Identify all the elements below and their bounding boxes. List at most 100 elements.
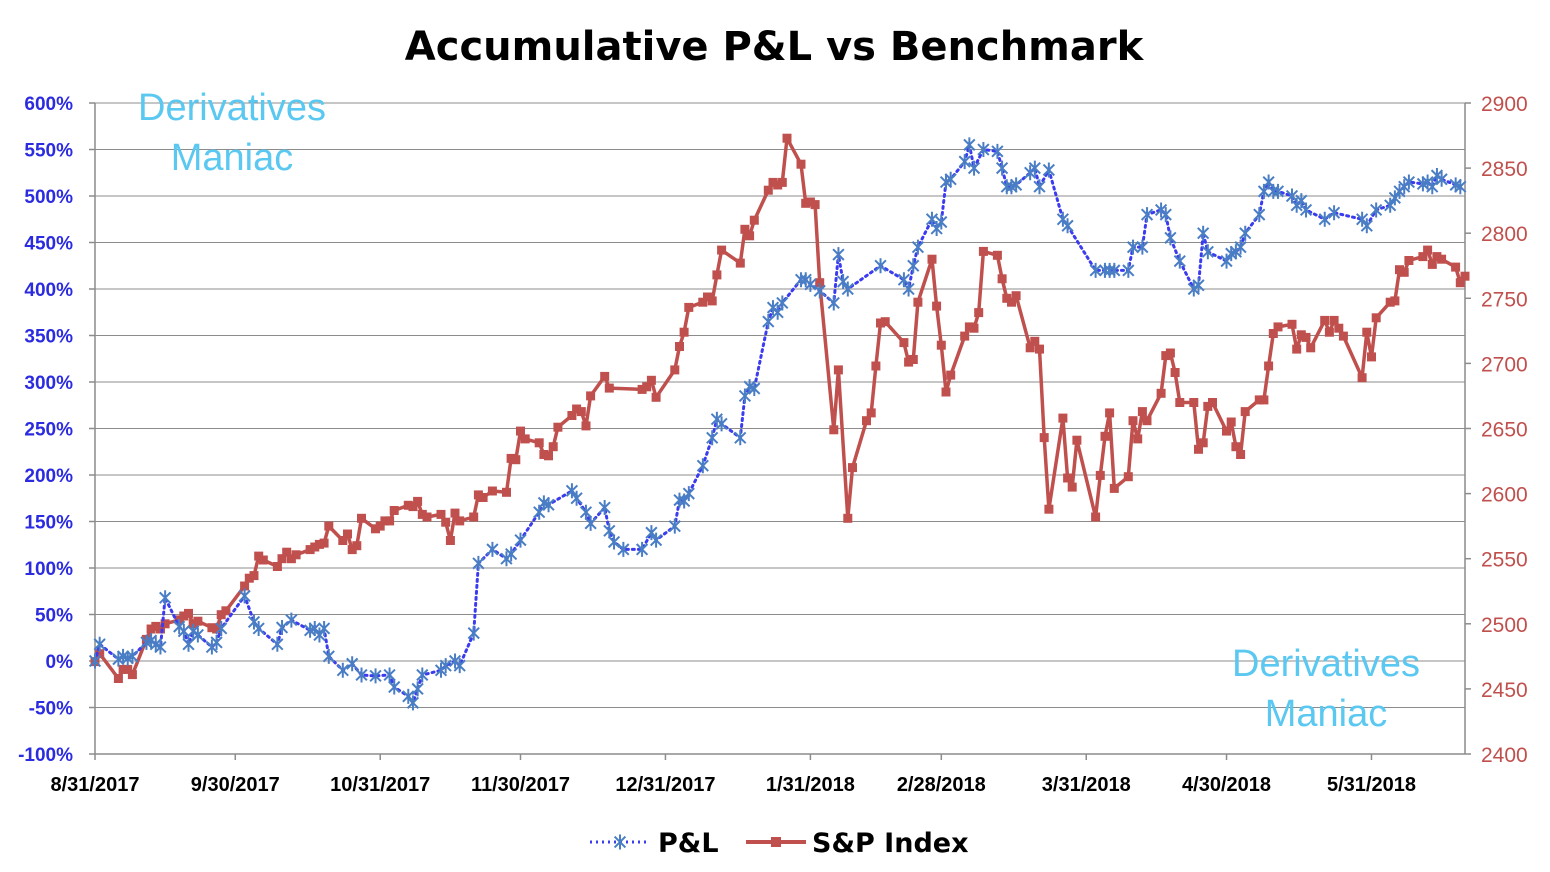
data-point-sp-index xyxy=(796,159,806,169)
data-point-sp-index xyxy=(207,623,217,633)
right-axis-tick-label: 2550 xyxy=(1481,549,1528,572)
data-point-sp-index xyxy=(478,493,488,502)
data-point-sp-index xyxy=(1273,322,1283,332)
data-point-pnl xyxy=(649,532,663,548)
data-point-sp-index xyxy=(291,550,301,560)
data-point-sp-index xyxy=(487,486,497,496)
data-point-pnl xyxy=(1318,211,1331,227)
data-point-sp-index xyxy=(1128,416,1138,426)
data-point-sp-index xyxy=(118,664,128,674)
right-axis-tick-label: 2650 xyxy=(1481,419,1528,442)
data-point-sp-index xyxy=(1259,395,1269,405)
data-point-pnl xyxy=(907,258,920,274)
data-point-sp-index xyxy=(703,292,712,302)
data-point-pnl xyxy=(247,614,261,630)
data-point-pnl xyxy=(762,314,775,330)
data-point-sp-index xyxy=(805,197,815,207)
data-point-pnl xyxy=(1402,174,1415,190)
data-point-sp-index xyxy=(1133,434,1143,444)
watermark-text-line: Derivatives xyxy=(138,87,326,129)
data-point-sp-index xyxy=(1058,413,1068,423)
right-axis-tick-label: 2750 xyxy=(1481,288,1528,311)
data-point-pnl xyxy=(1220,253,1233,269)
data-point-sp-index xyxy=(286,554,296,564)
x-axis-tick-label: 3/31/2018 xyxy=(1042,774,1131,796)
data-point-sp-index xyxy=(1423,245,1433,255)
left-axis-tick-label: 600% xyxy=(24,94,73,115)
data-point-pnl xyxy=(1253,207,1266,223)
data-point-pnl xyxy=(930,221,943,237)
data-point-sp-index xyxy=(974,308,984,318)
data-point-pnl xyxy=(813,283,826,299)
data-point-sp-index xyxy=(502,487,511,497)
data-point-sp-index xyxy=(506,453,516,463)
data-point-sp-index xyxy=(403,500,413,510)
left-axis-tick-label: 550% xyxy=(24,141,73,162)
data-point-pnl xyxy=(617,541,630,557)
watermark-text-line: Maniac xyxy=(171,137,294,179)
right-axis-tick-label: 2800 xyxy=(1481,223,1528,246)
data-point-sp-index xyxy=(314,539,324,549)
x-axis-tick-labels: 8/31/2017 9/30/2017 10/31/2017 11/30/2017 12… xyxy=(51,774,1416,796)
data-point-sp-index xyxy=(1418,252,1428,262)
data-point-sp-index xyxy=(553,422,563,432)
data-point-sp-index xyxy=(735,258,745,268)
x-axis-tick-label: 9/30/2017 xyxy=(191,774,280,796)
data-point-sp-index xyxy=(1198,438,1208,448)
data-point-sp-index xyxy=(1039,433,1049,443)
data-point-sp-index xyxy=(777,177,787,187)
watermark-top-left: Derivatives Maniac xyxy=(138,87,326,179)
data-point-pnl xyxy=(453,658,466,674)
data-point-pnl xyxy=(1271,183,1285,199)
data-point-sp-index xyxy=(156,624,165,634)
data-point-pnl xyxy=(682,486,695,502)
data-point-sp-index xyxy=(773,180,783,190)
data-point-sp-index xyxy=(1362,327,1372,337)
data-point-pnl xyxy=(191,627,204,643)
data-point-sp-index xyxy=(1072,435,1082,445)
data-point-sp-index xyxy=(450,508,460,518)
data-point-sp-index xyxy=(600,371,610,381)
data-point-sp-index xyxy=(1203,401,1213,411)
data-point-pnl xyxy=(411,681,424,697)
data-point-sp-index xyxy=(417,509,427,519)
x-axis-tick-label: 8/31/2017 xyxy=(51,774,140,796)
data-point-sp-index xyxy=(1296,330,1306,340)
watermark-bottom-right: Derivatives Maniac xyxy=(1232,643,1420,735)
series-sp-index xyxy=(90,133,1470,683)
data-point-sp-index xyxy=(1007,297,1016,307)
data-point-sp-index xyxy=(473,490,483,500)
data-point-pnl xyxy=(958,154,971,170)
data-point-sp-index xyxy=(749,215,759,225)
data-point-sp-index xyxy=(946,370,956,380)
data-point-pnl xyxy=(486,541,499,557)
data-point-sp-index xyxy=(978,246,988,256)
data-point-pnl xyxy=(1234,239,1247,255)
data-point-sp-index xyxy=(576,407,586,417)
data-point-sp-index xyxy=(1320,315,1330,325)
data-point-pnl xyxy=(514,532,527,548)
data-point-pnl xyxy=(1010,177,1023,193)
data-point-sp-index xyxy=(212,624,222,634)
data-point-sp-index xyxy=(408,502,418,512)
data-point-pnl xyxy=(715,416,728,432)
data-point-sp-index xyxy=(1301,332,1311,342)
data-point-sp-index xyxy=(899,338,909,348)
data-point-sp-index xyxy=(221,606,231,616)
data-point-sp-index xyxy=(1091,512,1101,522)
data-point-sp-index xyxy=(964,322,974,332)
data-point-pnl xyxy=(336,662,349,678)
left-axis-tick-label: -50% xyxy=(29,699,73,720)
data-point-pnl xyxy=(696,458,709,474)
data-point-sp-index xyxy=(768,177,778,187)
data-point-sp-index xyxy=(880,317,890,327)
data-point-sp-index xyxy=(717,245,727,255)
data-point-sp-index xyxy=(1240,407,1250,417)
data-point-pnl xyxy=(1384,197,1397,213)
data-point-sp-index xyxy=(1338,331,1348,341)
data-point-sp-index xyxy=(960,331,970,341)
data-point-sp-index xyxy=(413,496,423,506)
data-point-sp-index xyxy=(455,516,465,526)
data-point-pnl xyxy=(734,430,747,446)
data-point-sp-index xyxy=(1264,361,1274,371)
